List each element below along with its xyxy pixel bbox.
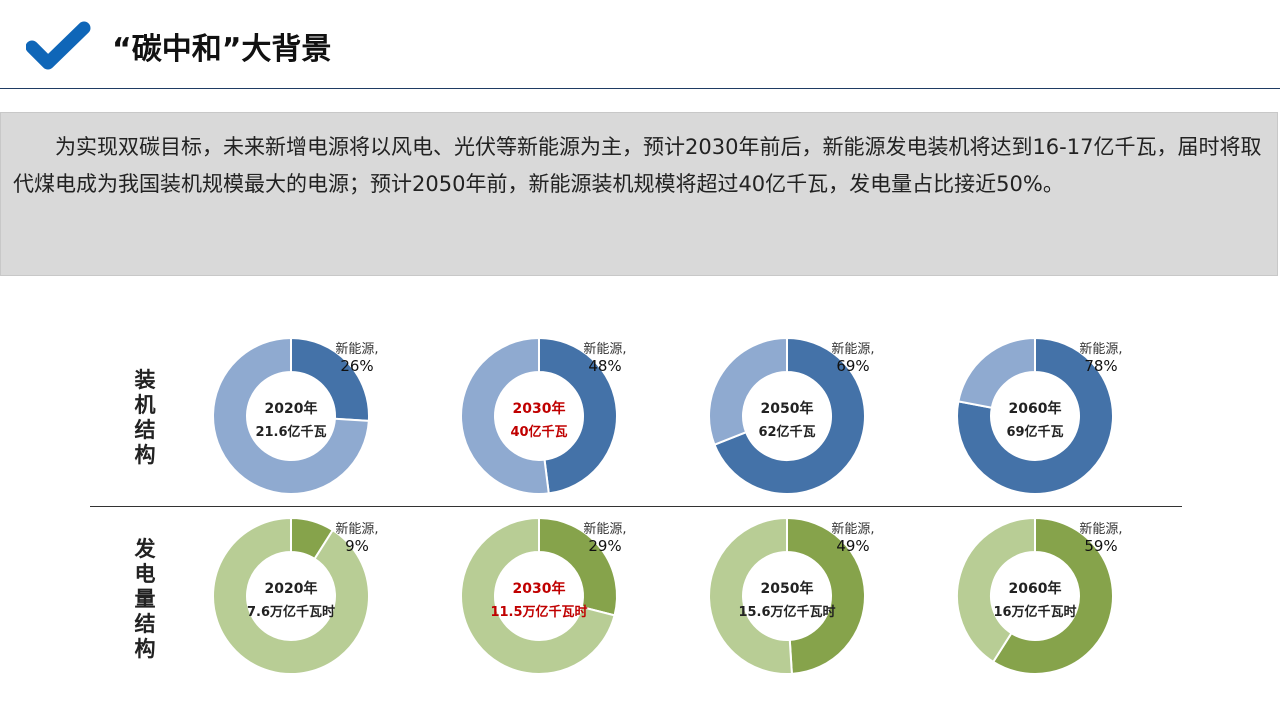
slice-other — [708, 516, 793, 675]
center-total: 15.6万亿千瓦时 — [738, 604, 835, 620]
intro-paragraph: 为实现双碳目标，未来新增电源将以风电、光伏等新能源为主，预计2030年前后，新能… — [0, 112, 1278, 276]
center-total: 69亿千瓦 — [1006, 424, 1063, 440]
slice-other — [212, 516, 370, 675]
slice-other — [212, 336, 370, 495]
slice-other — [460, 516, 616, 675]
center-total: 62亿千瓦 — [758, 424, 815, 440]
slice-value-label: 59% — [1084, 537, 1117, 555]
center-year: 2050年 — [761, 400, 814, 417]
slice-value-label: 48% — [588, 357, 621, 375]
slice-other — [957, 336, 1037, 409]
center-total: 11.5万亿千瓦时 — [490, 604, 587, 620]
page-title: “碳中和”大背景 — [112, 32, 332, 67]
donut-1-2: 2050年 15.6万亿千瓦时 新能源,49% — [708, 516, 875, 675]
center-total: 40亿千瓦 — [510, 424, 567, 440]
center-total: 7.6万亿千瓦时 — [247, 604, 335, 620]
center-year: 2030年 — [513, 400, 566, 417]
row-label-capacity: 装机结构 — [134, 368, 156, 467]
center-total: 16万亿千瓦时 — [993, 604, 1076, 620]
donut-0-3: 2060年 69亿千瓦 新能源,78% — [956, 336, 1123, 495]
slice-label: 新能源, — [831, 521, 874, 537]
slice-new-energy — [538, 516, 618, 617]
donut-0-2: 2050年 62亿千瓦 新能源,69% — [708, 336, 875, 495]
slice-value-label: 26% — [340, 357, 373, 375]
slice-label: 新能源, — [335, 341, 378, 357]
donut-1-0: 2020年 7.6万亿千瓦时 新能源,9% — [212, 516, 379, 675]
slice-new-energy — [956, 336, 1114, 495]
donut-0-1: 2030年 40亿千瓦 新能源,48% — [460, 336, 627, 495]
slice-label: 新能源, — [831, 341, 874, 357]
center-total: 21.6亿千瓦 — [255, 424, 326, 440]
slice-label: 新能源, — [335, 521, 378, 537]
slice-other — [460, 336, 550, 495]
slice-other — [956, 516, 1037, 664]
slice-new-energy — [991, 516, 1114, 675]
donut-0-0: 2020年 21.6亿千瓦 新能源,26% — [212, 336, 379, 495]
slice-value-label: 9% — [345, 537, 369, 555]
center-year: 2030年 — [513, 580, 566, 597]
slice-label: 新能源, — [1079, 521, 1122, 537]
donut-1-1: 2030年 11.5万亿千瓦时 新能源,29% — [460, 516, 627, 675]
slice-value-label: 69% — [836, 357, 869, 375]
slice-value-label: 78% — [1084, 357, 1117, 375]
donut-1-3: 2060年 16万亿千瓦时 新能源,59% — [956, 516, 1123, 675]
center-year: 2020年 — [265, 400, 318, 417]
divider — [90, 506, 1182, 507]
center-year: 2050年 — [761, 580, 814, 597]
slice-label: 新能源, — [583, 521, 626, 537]
slice-value-label: 49% — [836, 537, 869, 555]
header: “碳中和”大背景 — [0, 0, 1280, 89]
center-year: 2060年 — [1009, 580, 1062, 597]
checkmark-icon — [26, 21, 91, 70]
slice-new-energy — [786, 516, 866, 675]
center-year: 2020年 — [265, 580, 318, 597]
slice-new-energy — [713, 336, 866, 495]
slice-label: 新能源, — [583, 341, 626, 357]
slice-new-energy — [538, 336, 618, 495]
slice-value-label: 29% — [588, 537, 621, 555]
slice-label: 新能源, — [1079, 341, 1122, 357]
row-label-generation: 发电量结构 — [134, 537, 156, 661]
slice-other — [708, 336, 788, 447]
center-year: 2060年 — [1009, 400, 1062, 417]
